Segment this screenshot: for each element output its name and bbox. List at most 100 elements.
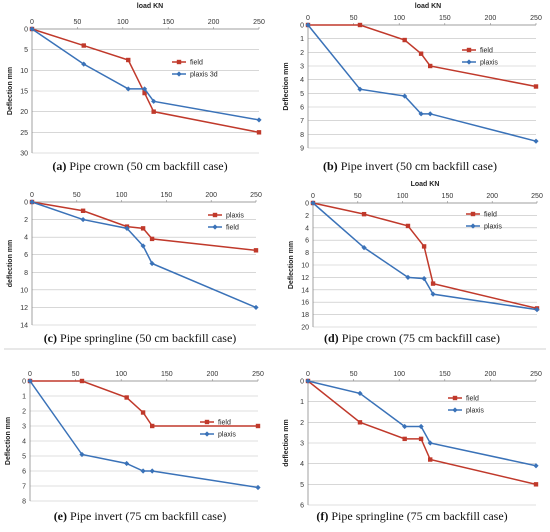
data-point [428,457,433,462]
data-point [256,117,262,123]
panel-letter: (a) [52,159,66,173]
panel-caption-text: Pipe springline (50 cm backfill case) [57,331,236,345]
data-point [533,84,539,89]
x-tick-label: 200 [208,19,220,26]
y-tick-label: 1 [300,36,304,43]
y-tick-label: 7 [22,484,26,491]
data-point [253,248,259,253]
panel-caption-text: Pipe crown (75 cm backfill case) [339,331,500,345]
x-tick-label: 250 [530,371,542,378]
x-axis-label: load KN [137,3,163,10]
data-point [430,291,436,297]
y-tick-label: 4 [300,461,304,468]
x-tick-label: 0 [28,371,32,378]
y-tick-label: 4 [305,225,309,232]
x-tick-label: 50 [350,371,358,378]
y-tick-label: 25 [20,130,28,137]
series-field [310,200,540,311]
y-tick-label: 10 [301,263,309,270]
y-tick-label: 4 [24,235,28,242]
data-point [357,420,363,425]
legend-marker [212,212,218,218]
series-line [29,380,259,489]
data-point [533,463,539,469]
data-point [124,395,129,400]
x-tick-label: 150 [439,15,451,22]
data-point [427,440,433,446]
x-tick-label: 0 [306,371,310,378]
panel-letter: (b) [323,159,338,173]
y-axis-label: Deflection mm [7,67,14,115]
data-point [361,245,367,251]
data-point [402,37,407,43]
y-tick-label: 3 [300,441,304,448]
series-line [307,380,537,467]
y-tick-label: 5 [22,454,26,461]
legend-marker [466,59,472,65]
x-tick-label: 150 [162,19,174,26]
data-point [79,451,85,458]
y-tick-label: 30 [20,151,28,158]
series-line [307,380,537,486]
y-tick-label: 0 [305,201,309,208]
legend-label: field [484,212,497,219]
panel-caption: (c) Pipe springline (50 cm backfill case… [44,331,237,345]
panel-caption: (d) Pipe crown (75 cm backfill case) [324,331,500,345]
data-point [80,216,86,223]
y-tick-label: 12 [20,305,28,312]
series-line [30,380,258,427]
y-tick-label: 4 [22,439,26,446]
legend-marker [176,59,182,65]
x-tick-label: 200 [485,15,497,22]
panel-letter: (e) [54,509,67,523]
data-point [357,86,363,92]
x-axis-label: Load KN [411,181,440,188]
data-point [310,200,316,206]
x-tick-label: 250 [253,19,265,26]
data-point [533,138,539,144]
series-field [305,378,539,487]
data-point [149,236,155,242]
x-tick-label: 50 [354,193,362,200]
data-point [421,244,427,249]
y-axis-label: deflection mm [7,240,14,287]
series-plaxis [305,22,539,144]
x-tick-label: 100 [397,193,409,200]
legend-entry: plaxis 3d [172,71,218,79]
legend-marker [176,71,182,77]
data-point [305,378,311,384]
y-tick-label: 2 [300,420,304,427]
legend-entry: plaxis [208,213,244,220]
series-line [31,28,260,134]
legend-marker [470,211,476,217]
y-tick-label: 15 [20,89,28,96]
legend-marker [212,224,218,230]
series-plaxis [310,200,540,313]
panel-letter: (f) [316,509,328,523]
x-tick-label: 250 [530,15,542,22]
y-tick-label: 1 [300,399,304,406]
data-point [402,93,408,99]
y-tick-label: 10 [20,287,28,294]
data-point [357,22,363,28]
legend-label: plaxis [226,213,244,220]
data-point [402,436,407,442]
y-tick-label: 2 [300,50,304,57]
data-point [81,61,87,67]
panel-caption-text: Pipe invert (50 cm backfill case) [338,159,497,173]
data-point [405,274,411,280]
y-tick-label: 3 [300,64,304,71]
x-tick-label: 250 [252,371,264,378]
data-point [151,98,157,104]
series-line [31,201,257,252]
x-tick-label: 50 [72,371,80,378]
data-point [29,199,35,205]
panel-caption: (e) Pipe invert (75 cm backfill case) [54,509,227,523]
x-tick-label: 50 [350,15,358,22]
x-tick-label: 200 [205,192,217,199]
y-tick-label: 16 [301,300,309,307]
data-point [305,22,311,28]
chart-panel-5: 0 1 2 3 4 5 6 0 50 100 150 200 250 deflection mm field… [283,371,542,523]
y-tick-label: 5 [300,91,304,98]
